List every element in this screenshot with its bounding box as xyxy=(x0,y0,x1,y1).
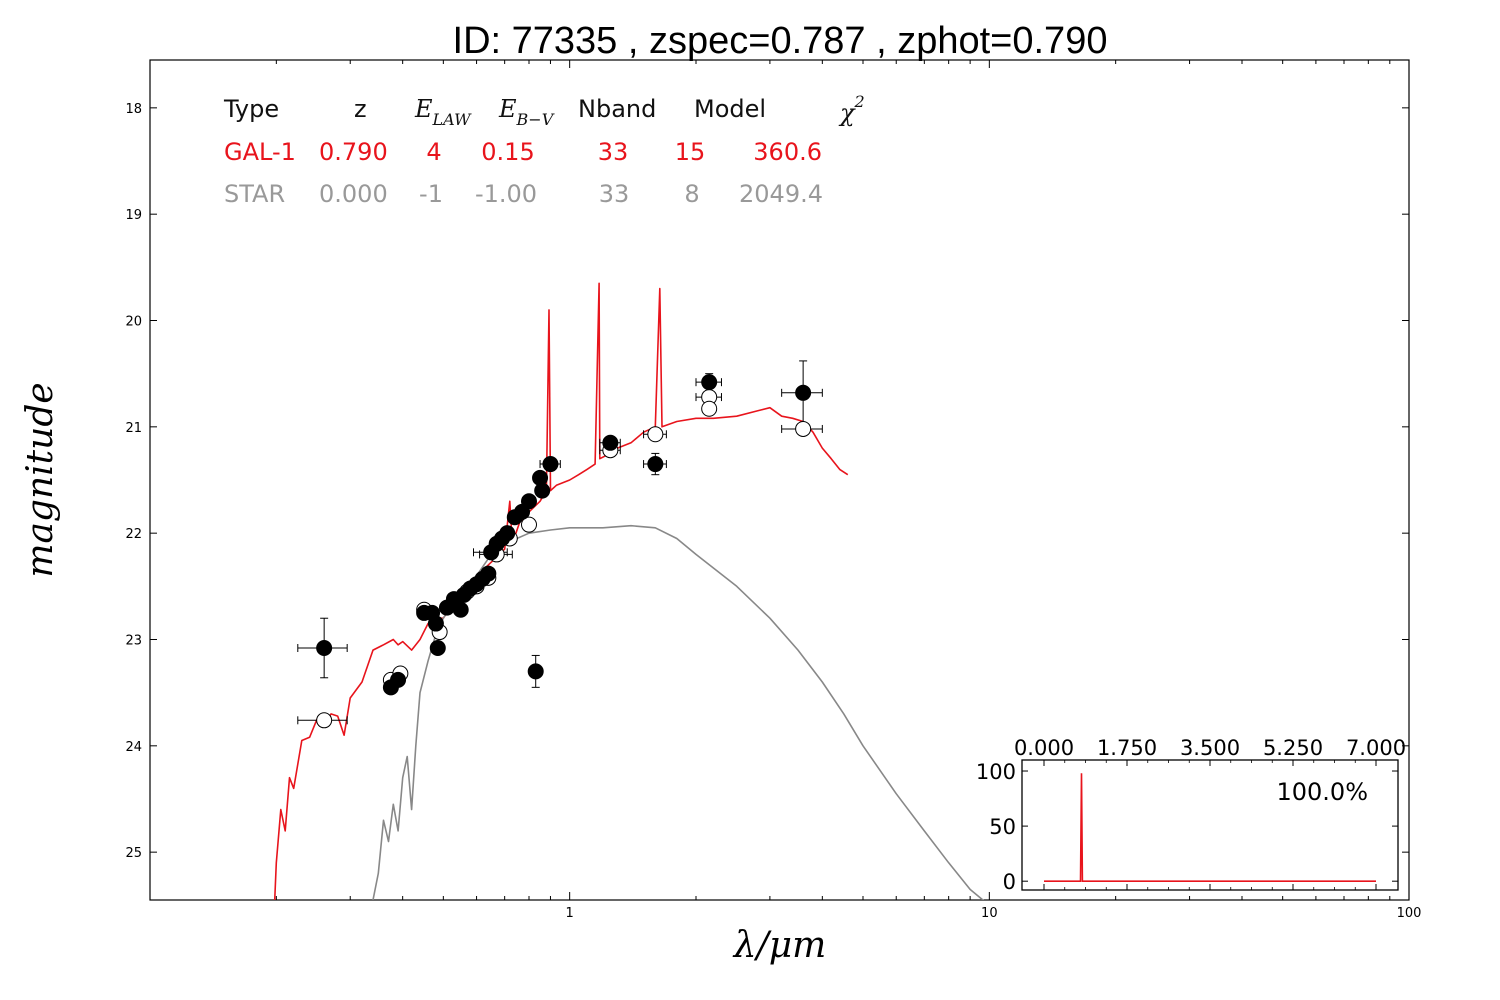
observed-point xyxy=(390,671,407,688)
observed-point xyxy=(520,493,537,510)
gal-elaw: 4 xyxy=(426,138,441,166)
observed-point xyxy=(647,456,664,473)
gal-model: 15 xyxy=(675,138,706,166)
sed-lines xyxy=(273,282,985,900)
model-point xyxy=(701,400,718,417)
x-axis-ticks: 1 10 100 xyxy=(275,60,1422,921)
x-axis-label: λ/μm xyxy=(732,925,826,966)
star-elaw: -1 xyxy=(419,180,443,208)
observed-point xyxy=(480,565,497,582)
model-point xyxy=(520,516,537,533)
observed-point xyxy=(452,601,469,618)
inset-y-tick-label: 50 xyxy=(989,815,1016,839)
x-tick-label: 100 xyxy=(1397,906,1422,921)
observed-point xyxy=(542,456,559,473)
observed-point xyxy=(795,384,812,401)
inset-frame xyxy=(1021,759,1399,891)
table-header-nband: Nband xyxy=(578,95,656,123)
inset-x-tick-label: 0.000 xyxy=(1014,736,1074,760)
inset-x-tick-label: 7.000 xyxy=(1346,736,1406,760)
y-tick-label: 18 xyxy=(125,102,142,117)
table-header-ebv: EB−V xyxy=(498,95,555,129)
observed-point xyxy=(701,374,718,391)
gal-type: GAL-1 xyxy=(224,138,296,166)
gal-nband: 33 xyxy=(598,138,629,166)
table-header-chi2: χ2 xyxy=(838,92,865,127)
observed-point xyxy=(527,663,544,680)
inset-axis-ticks: 0.000 1.750 3.500 5.250 7.000 100 50 0 xyxy=(976,736,1406,894)
fit-table: Type z ELAW EB−V Nband Model χ2 GAL-1 0.… xyxy=(223,92,865,208)
observed-point xyxy=(499,525,516,542)
observed-point xyxy=(427,615,444,632)
y-tick-label: 22 xyxy=(125,527,142,542)
y-tick-label: 20 xyxy=(125,315,142,330)
y-axis-ticks: 18 19 20 21 22 23 24 25 xyxy=(125,102,1409,861)
inset-pdf-path xyxy=(1044,773,1376,882)
observed-point xyxy=(534,482,551,499)
inset-x-tick-label: 1.750 xyxy=(1097,736,1157,760)
observed-point xyxy=(429,640,446,656)
y-tick-label: 24 xyxy=(125,740,142,755)
photometry-points xyxy=(316,374,812,729)
star-chi2: 2049.4 xyxy=(739,180,823,208)
gal-z: 0.790 xyxy=(319,138,388,166)
y-tick-label: 19 xyxy=(125,208,142,223)
y-tick-label: 25 xyxy=(125,846,142,861)
x-tick-label: 10 xyxy=(981,906,998,921)
inset-y-tick-label: 0 xyxy=(1003,870,1016,894)
star-z: 0.000 xyxy=(319,180,388,208)
gal-ebv: 0.15 xyxy=(481,138,534,166)
chart-title: ID: 77335 , zspec=0.787 , zphot=0.790 xyxy=(453,20,1108,62)
inset-x-tick-label: 3.500 xyxy=(1180,736,1240,760)
star-type: STAR xyxy=(224,180,285,208)
y-tick-label: 23 xyxy=(125,633,142,648)
sed-line-gal-1 xyxy=(273,282,849,900)
star-model: 8 xyxy=(684,180,699,208)
table-header-elaw: ELAW xyxy=(414,95,472,129)
inset-y-tick-label: 100 xyxy=(976,760,1016,784)
observed-point xyxy=(602,434,619,451)
table-row-gal: GAL-1 0.790 4 0.15 33 15 360.6 xyxy=(224,138,822,166)
pdf-inset: 0.000 1.750 3.500 5.250 7.000 100 50 0 100.0% xyxy=(976,736,1406,894)
sed-line-star xyxy=(372,524,985,900)
model-point xyxy=(647,426,664,443)
error-bars xyxy=(297,360,823,725)
star-ebv: -1.00 xyxy=(475,180,537,208)
x-tick-label: 1 xyxy=(566,906,574,921)
gal-chi2: 360.6 xyxy=(753,138,822,166)
table-header-type: Type xyxy=(223,95,279,123)
table-row-star: STAR 0.000 -1 -1.00 33 8 2049.4 xyxy=(224,180,823,208)
y-tick-label: 21 xyxy=(125,421,142,436)
inset-pdf-line xyxy=(1044,773,1376,882)
table-header-model: Model xyxy=(694,95,766,123)
plot-area xyxy=(149,59,1410,901)
y-axis-label: magnitude xyxy=(20,382,61,577)
star-nband: 33 xyxy=(599,180,630,208)
observed-point xyxy=(316,640,333,656)
inset-x-tick-label: 5.250 xyxy=(1263,736,1323,760)
model-point xyxy=(316,712,333,729)
inset-percentage: 100.0% xyxy=(1276,778,1368,806)
model-point xyxy=(795,420,812,437)
table-header-z: z xyxy=(354,95,367,123)
